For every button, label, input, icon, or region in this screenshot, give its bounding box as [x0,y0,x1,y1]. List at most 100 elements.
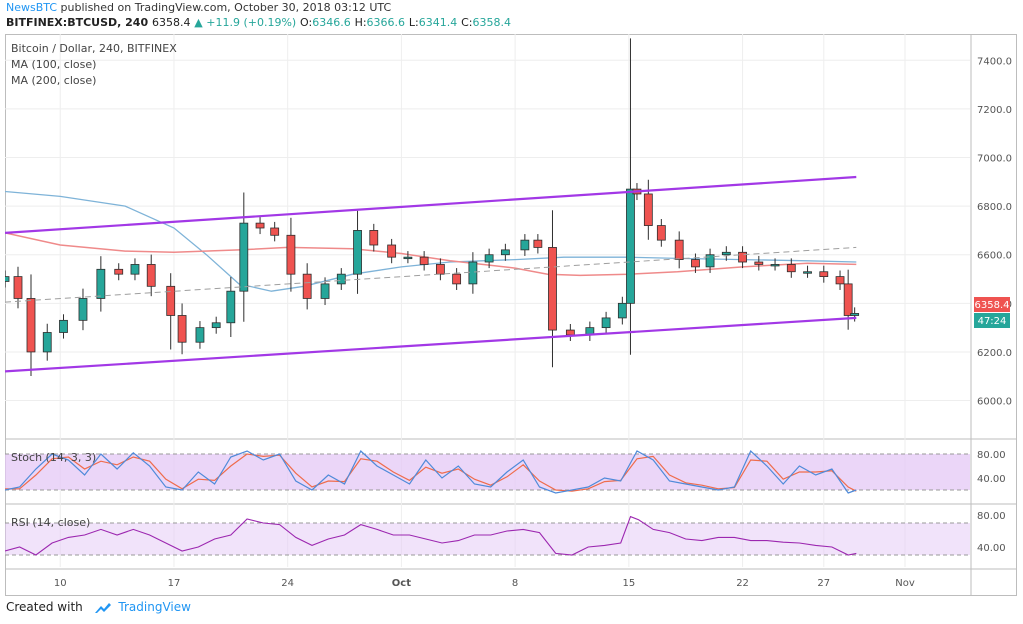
x-tick-label: 17 [168,578,181,589]
close-value: 6358.4 [472,16,511,29]
candle-body [850,313,860,316]
rsi-legend: RSI (14, close) [11,516,90,529]
candle-body [226,290,236,324]
created-with: Created with [6,600,83,614]
candle-body [353,230,362,275]
open-value: 6346.6 [312,16,351,29]
stoch-d-line [5,453,857,492]
candle-body [255,222,265,229]
price-tag-bg [974,297,1010,312]
footer-brand[interactable]: TradingView [118,600,191,614]
rsi-tick-label: 40.00 [977,543,1006,554]
candle-body [387,244,397,258]
candle-body [468,261,478,285]
low-value: 6341.4 [418,16,458,29]
candle-body [721,251,731,256]
stoch-legend: Stoch (14, 3, 3) [11,451,96,464]
stoch-tick-label: 40.00 [977,474,1006,485]
candle-body [336,273,346,285]
candle-body [533,239,543,248]
countdown-bg [974,313,1010,328]
rsi-line [4,515,857,556]
stoch-k-line [4,449,857,494]
low-label: L: [408,16,419,29]
candle-body [803,271,812,274]
x-tick-label: 15 [622,578,635,589]
open-label: O: [300,16,313,29]
candle-body [286,234,296,275]
candle-body [754,261,764,265]
candle-body [13,276,23,299]
last-price: 6358.4 [151,16,191,29]
chart-title: Bitcoin / Dollar, 240, BITFINEX [11,42,177,55]
candle-body [643,193,653,226]
ma200-legend: MA (200, close) [11,74,96,87]
rsi-tick-label: 80.00 [977,511,1006,522]
chart-header: NewsBTC published on TradingView.com, Oc… [6,0,1006,30]
candle-body [369,230,379,246]
candle-body [843,283,853,316]
y-tick-label: 7000.0 [977,154,1012,165]
channel-upper-line [4,175,857,234]
candle-body [96,268,106,299]
y-tick-label: 6000.0 [977,397,1012,408]
ohlc-line: BITFINEX:BTCUSD, 240 6358.4 ▲ +11.9 (+0.… [6,15,1006,30]
high-value: 6366.6 [366,16,406,29]
candle-body [302,273,312,299]
candle-body [500,249,510,256]
publish-line: NewsBTC published on TradingView.com, Oc… [6,0,1006,15]
high-label: H: [354,16,367,29]
price-tag: 6358.4 [975,300,1010,311]
candle-body [42,332,52,353]
candle-body [435,264,445,275]
candle-body [452,273,462,285]
rsi-band [5,523,970,555]
y-tick-label: 6800.0 [977,202,1012,213]
x-tick-label: 10 [54,578,67,589]
chart-area[interactable]: 7400.07200.07000.06800.06600.06400.06200… [0,34,1017,600]
candle-body [403,256,413,260]
candle-body [114,268,124,275]
candle-body [786,264,796,273]
y-tick-label: 6200.0 [977,348,1012,359]
candle-body [166,285,176,316]
candle-body [177,315,187,343]
candle-body [626,188,635,304]
chart-frame [5,34,1017,596]
candle-body [601,317,611,329]
x-tick-label: Oct [392,578,411,589]
candle-body [146,264,156,287]
candle-body [738,251,747,263]
candle-body [320,283,330,299]
x-tick-label: 22 [736,578,749,589]
candle-body [674,239,684,260]
symbol-label: BITFINEX:BTCUSD, 240 [6,16,149,29]
x-tick-label: Nov [895,578,915,589]
candle-body [59,319,68,333]
candle-body [520,239,530,251]
ma200-line [4,232,857,277]
candle-body [0,276,10,282]
publisher-name[interactable]: NewsBTC [6,1,58,14]
candle-body [548,247,557,331]
candle-body [770,264,780,267]
candle-body [239,222,249,292]
candle-body [656,225,666,241]
x-tick-label: 27 [817,578,830,589]
candle-body [130,264,140,275]
candle-body [617,302,627,319]
price-chart[interactable]: 7400.07200.07000.06800.06600.06400.06200… [0,34,1017,596]
x-tick-label: 8 [512,578,518,589]
candle-body [835,276,845,285]
candle-body [270,227,280,236]
candle-body [78,298,88,321]
candle-body [819,271,829,278]
candle-body [26,298,36,353]
candle-body [195,327,205,343]
candle-body [565,329,575,336]
ma100-legend: MA (100, close) [11,58,96,71]
y-tick-label: 6600.0 [977,251,1012,262]
tradingview-logo-icon [94,602,111,613]
countdown-tag: 47:24 [978,316,1007,327]
publish-info: published on TradingView.com, October 30… [60,1,392,14]
